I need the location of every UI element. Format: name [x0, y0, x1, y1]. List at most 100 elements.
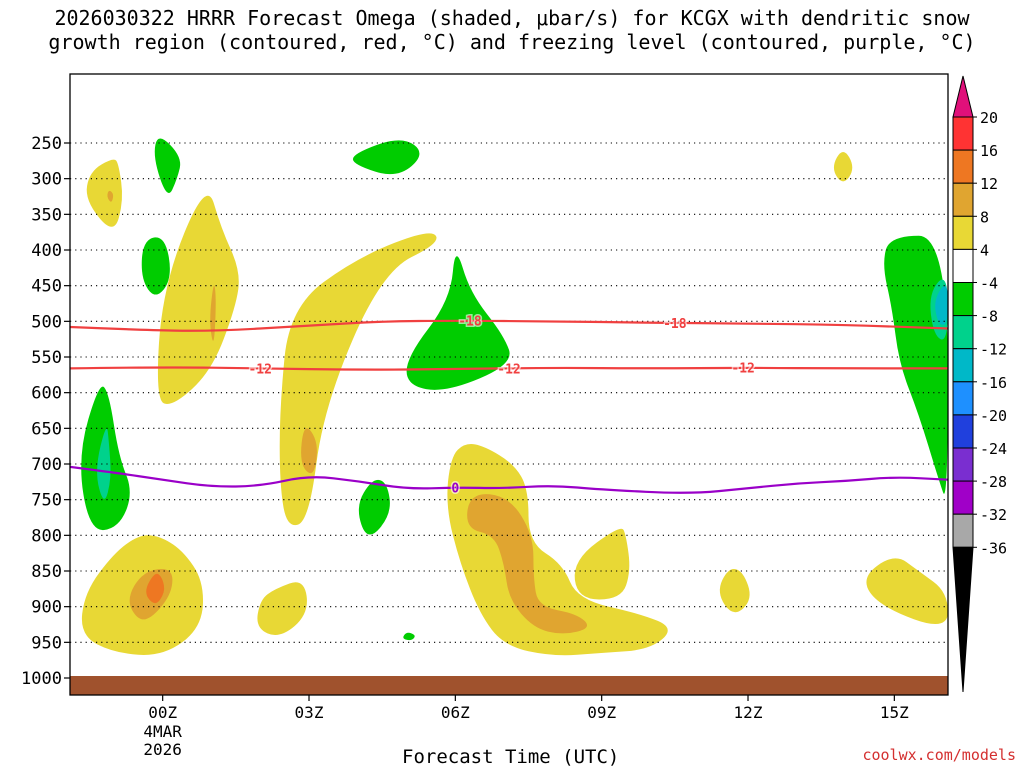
colorbar-label-7: -12: [980, 341, 1007, 359]
contour-line-0: [70, 319, 948, 332]
ytick-label-300: 300: [31, 170, 62, 190]
ytick-label-950: 950: [31, 633, 62, 653]
colorbar-top-arrow: [952, 75, 974, 118]
ytick-label-600: 600: [31, 384, 62, 404]
ytick-label-900: 900: [31, 598, 62, 618]
omega-region-0: [86, 159, 123, 227]
ytick-label-450: 450: [31, 277, 62, 297]
title-line-1: 2026030322 HRRR Forecast Omega (shaded, …: [54, 6, 970, 30]
colorbar-band-1: [952, 149, 974, 184]
colorbar-label-3: 8: [980, 208, 989, 226]
xtick-label-15Z: 15Z: [880, 703, 909, 722]
y-axis: 250 300 350 400 450 500 550 600 650 700 750 800 850 9…: [21, 134, 70, 689]
pressure-gridlines: [70, 142, 948, 679]
plot-frame: [69, 73, 949, 696]
colorbar-band-7: [952, 348, 974, 383]
contour-label-0-1: -18: [663, 317, 687, 332]
colorbar-label-8: -16: [980, 374, 1007, 392]
omega-region-17: [403, 632, 415, 641]
colorbar-band-8: [952, 381, 974, 416]
omega-region-2: [154, 138, 181, 193]
chart-title: 2026030322 HRRR Forecast Omega (shaded, …: [0, 6, 1024, 54]
omega-region-11: [279, 233, 437, 526]
contour-label-1-2: -12: [731, 362, 754, 377]
credit-text: coolwx.com/models: [862, 746, 1016, 764]
colorbar-label-5: -4: [980, 275, 998, 293]
ground-fill: [70, 676, 948, 695]
colorbar-band-3: [952, 215, 974, 250]
omega-shading: [81, 138, 948, 656]
colorbar-band-5: [952, 282, 974, 317]
omega-region-10: [210, 285, 216, 341]
contour-label-1-0: -12: [248, 362, 271, 377]
ytick-label-650: 650: [31, 419, 62, 439]
omega-region-26: [935, 285, 948, 325]
colorbar-label-2: 12: [980, 175, 998, 193]
xtick-sublabel-year: 2026: [143, 740, 182, 759]
omega-region-14: [352, 140, 420, 175]
colorbar-band-0: [952, 116, 974, 151]
ytick-label-400: 400: [31, 241, 62, 261]
contour-lines: -18 -18 -12 -12 -12 0: [70, 313, 948, 498]
omega-region-24: [884, 235, 948, 494]
omega-region-23: [866, 558, 948, 625]
xtick-label-03Z: 03Z: [295, 703, 324, 722]
colorbar-label-13: -36: [980, 539, 1007, 557]
omega-region-21: [719, 568, 750, 613]
contour-line-2: [70, 465, 948, 494]
omega-region-13: [257, 582, 307, 636]
contour-label-0-0: -18: [458, 315, 482, 330]
omega-region-6: [146, 573, 165, 604]
colorbar-label-12: -32: [980, 506, 1007, 524]
ytick-label-800: 800: [31, 526, 62, 546]
ytick-label-250: 250: [31, 134, 62, 154]
omega-region-22: [833, 151, 853, 182]
omega-region-18: [447, 444, 668, 656]
title-line-2: growth region (contoured, red, °C) and f…: [48, 30, 976, 54]
omega-region-12: [301, 428, 317, 474]
xtick-label-09Z: 09Z: [587, 703, 616, 722]
omega-region-8: [97, 428, 111, 499]
colorbar-label-6: -8: [980, 308, 998, 326]
xtick-label-00Z: 00Z: [148, 703, 177, 722]
omega-region-16: [406, 256, 510, 390]
ytick-label-700: 700: [31, 455, 62, 475]
xtick-label-12Z: 12Z: [734, 703, 763, 722]
colorbar-label-11: -28: [980, 473, 1007, 491]
contour-line-1: [70, 366, 948, 371]
ytick-label-850: 850: [31, 562, 62, 582]
x-axis-label: Forecast Time (UTC): [402, 746, 620, 768]
colorbar: 20 16 12 8 4 -4 -8 -12 -16 -20 -24 -28 -32 -36: [952, 75, 1007, 693]
xtick-label-06Z: 06Z: [441, 703, 470, 722]
colorbar-label-4: 4: [980, 241, 989, 259]
omega-region-15: [358, 479, 390, 535]
ytick-label-500: 500: [31, 312, 62, 332]
ytick-label-350: 350: [31, 205, 62, 225]
omega-region-3: [141, 237, 170, 295]
contour-label-2-0: 0: [451, 482, 459, 497]
omega-region-1: [107, 190, 114, 202]
colorbar-band-10: [952, 447, 974, 482]
ground-layer: [70, 676, 948, 695]
colorbar-band-12: [952, 513, 974, 548]
colorbar-band-9: [952, 414, 974, 449]
ytick-label-1000: 1000: [21, 669, 62, 689]
colorbar-bottom-arrow: [952, 546, 974, 693]
omega-region-9: [157, 195, 239, 404]
ytick-label-550: 550: [31, 348, 62, 368]
colorbar-band-2: [952, 182, 974, 217]
colorbar-label-10: -24: [980, 440, 1007, 458]
colorbar-band-11: [952, 480, 974, 515]
ytick-label-750: 750: [31, 491, 62, 511]
colorbar-band-4: [952, 248, 974, 283]
omega-region-20: [467, 494, 588, 634]
omega-region-19: [574, 528, 630, 600]
contour-label-1-1: -12: [497, 362, 520, 377]
xtick-sublabel-date: 4MAR: [143, 722, 182, 741]
colorbar-label-1: 16: [980, 142, 998, 160]
colorbar-label-9: -20: [980, 407, 1007, 425]
colorbar-label-0: 20: [980, 109, 998, 127]
colorbar-band-6: [952, 315, 974, 350]
